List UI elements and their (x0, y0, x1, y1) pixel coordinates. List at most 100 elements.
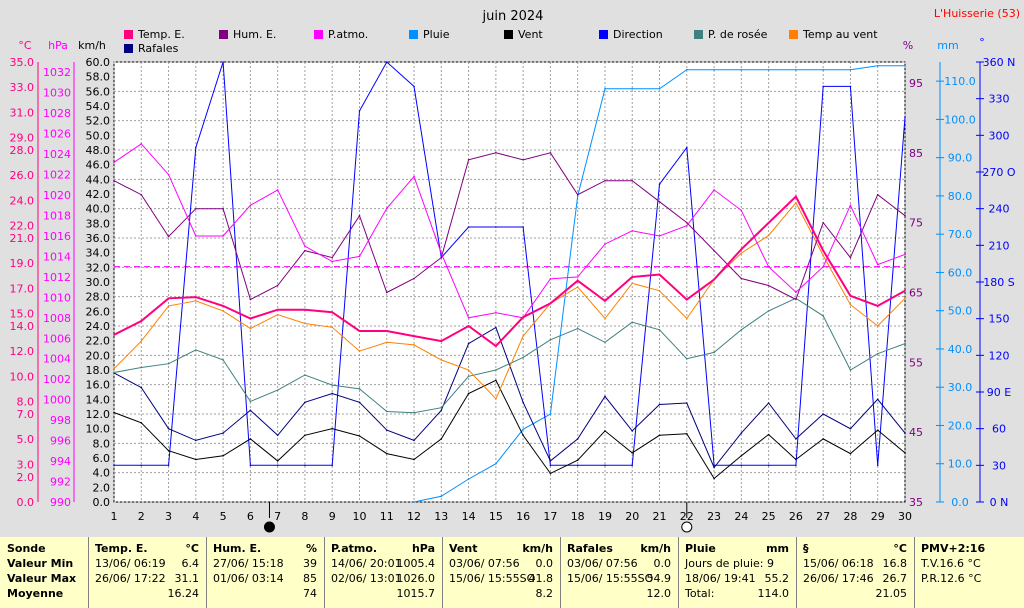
series-point-hum (658, 200, 661, 203)
stats-cell-value: 41.8 (528, 572, 554, 585)
vent-tick-label: 50.0 (86, 129, 111, 142)
series-point-hum (167, 235, 170, 238)
series-point-rafales (795, 438, 797, 440)
series-point-rafales (685, 402, 688, 404)
patmo-tick-label: 1026 (43, 128, 71, 141)
patmo-tick-label: 1028 (43, 107, 71, 120)
series-point-direction (113, 464, 115, 467)
series-point-direction (358, 110, 361, 112)
temp-tick-label: 12.0 (10, 345, 35, 358)
series-point-vent (795, 458, 797, 461)
x-tick-label: 12 (407, 510, 421, 523)
series-point-patmo (822, 265, 824, 268)
stats-cell-value: 114.0 (757, 587, 790, 600)
stats-column-unit: km/h (640, 542, 671, 555)
series-point-hum (222, 207, 224, 210)
series-point-hum (522, 158, 524, 161)
series-point-vent (576, 459, 579, 462)
x-tick-label: 6 (247, 510, 254, 523)
series-point-tempvent (413, 344, 415, 346)
series-point-rosee (767, 310, 770, 312)
series-point-direction (522, 226, 524, 228)
series-point-rafales (440, 409, 443, 412)
x-tick-label: 9 (329, 510, 336, 523)
stats-column-header: Temp. E. °C (95, 542, 203, 557)
series-point-temp (331, 311, 334, 313)
series-point-hum (331, 256, 334, 259)
series-point-rosee (113, 371, 115, 374)
series-point-patmo (113, 161, 115, 164)
series-rafales (113, 326, 906, 469)
series-point-tempvent (685, 317, 688, 320)
stats-cell: 12.0 (567, 587, 675, 602)
series-point-vent (440, 438, 443, 440)
series-point-direction (222, 61, 224, 63)
series-point-direction (604, 464, 606, 467)
vent-tick-label: 6.0 (93, 452, 111, 465)
patmo-tick-label: 1018 (43, 209, 71, 222)
series-point-temp (685, 298, 688, 301)
stats-cell: 1015.7 (331, 587, 439, 602)
series-point-hum (767, 284, 770, 287)
series-point-rafales (495, 326, 497, 329)
series-point-temp (113, 334, 115, 336)
series-point-tempvent (631, 282, 634, 285)
series-point-tempvent (140, 340, 143, 342)
series-point-direction (658, 183, 661, 186)
series-line-rafales (113, 326, 906, 469)
stats-cell: 02/06/ 13:01 1026.0 (331, 572, 439, 587)
series-point-temp (358, 330, 361, 332)
pluie-tick-label: 80.0 (948, 190, 973, 203)
series-point-vent (685, 433, 688, 435)
series-point-patmo (604, 243, 606, 245)
vent-tick-label: 18.0 (86, 364, 111, 377)
series-point-vent (358, 435, 361, 437)
pluie-tick-label: 70.0 (948, 228, 973, 241)
series-point-rosee (685, 357, 688, 360)
legend-label-direction: Direction (613, 28, 663, 41)
series-point-rafales (658, 403, 661, 406)
series-point-hum (849, 256, 852, 259)
series-point-tempvent (495, 398, 497, 400)
series-point-temp (467, 325, 470, 327)
stats-cell-label: 26/06/ 17:46 (803, 572, 874, 585)
legend-label-patmo: P.atmo. (328, 28, 368, 41)
vent-tick-label: 0.0 (93, 496, 111, 509)
series-point-temp (631, 276, 634, 278)
stats-cell-label: P.R.12.6 °C (921, 572, 982, 585)
station-name: L'Huisserie (53) (934, 7, 1020, 20)
series-point-temp (713, 278, 715, 281)
series-point-rafales (358, 401, 361, 404)
patmo-tick-label: 1006 (43, 332, 71, 345)
direction-tick-label: 60 (992, 423, 1006, 436)
series-line-vent (113, 379, 906, 480)
stats-separator (560, 537, 561, 608)
axis-unit-direction: ° (979, 36, 985, 49)
series-point-hum (904, 214, 906, 217)
series-point-tempvent (658, 290, 661, 292)
stats-panel: Sonde Valeur Min Valeur Max Moyenne Temp… (0, 537, 1024, 608)
series-point-pluie (631, 87, 634, 90)
series-point-pluie (685, 68, 688, 71)
series-point-rafales (331, 392, 334, 395)
stats-column-header: Pluie mm (685, 542, 793, 557)
stats-cell-value: 85 (303, 572, 317, 585)
temp-tick-label: 10.0 (10, 370, 35, 383)
patmo-tick-label: 998 (50, 414, 71, 427)
x-tick-label: 20 (625, 510, 639, 523)
series-point-temp (522, 316, 524, 319)
vent-tick-label: 2.0 (93, 481, 111, 494)
stats-cell-label: 27/06/ 15:18 (213, 557, 284, 570)
patmo-tick-label: 1016 (43, 230, 71, 243)
plot-frame (113, 61, 906, 503)
series-point-tempvent (740, 252, 743, 254)
stats-cell: 18/06/ 19:41 55.2 (685, 572, 793, 587)
series-point-vent (385, 452, 388, 455)
series-point-rosee (140, 366, 143, 369)
series-point-hum (876, 193, 879, 196)
series-point-hum (276, 284, 279, 287)
chart-title: juin 2024 (482, 9, 544, 24)
patmo-tick-label: 1004 (43, 353, 71, 366)
series-point-patmo (685, 224, 688, 227)
series-point-temp (549, 302, 552, 305)
